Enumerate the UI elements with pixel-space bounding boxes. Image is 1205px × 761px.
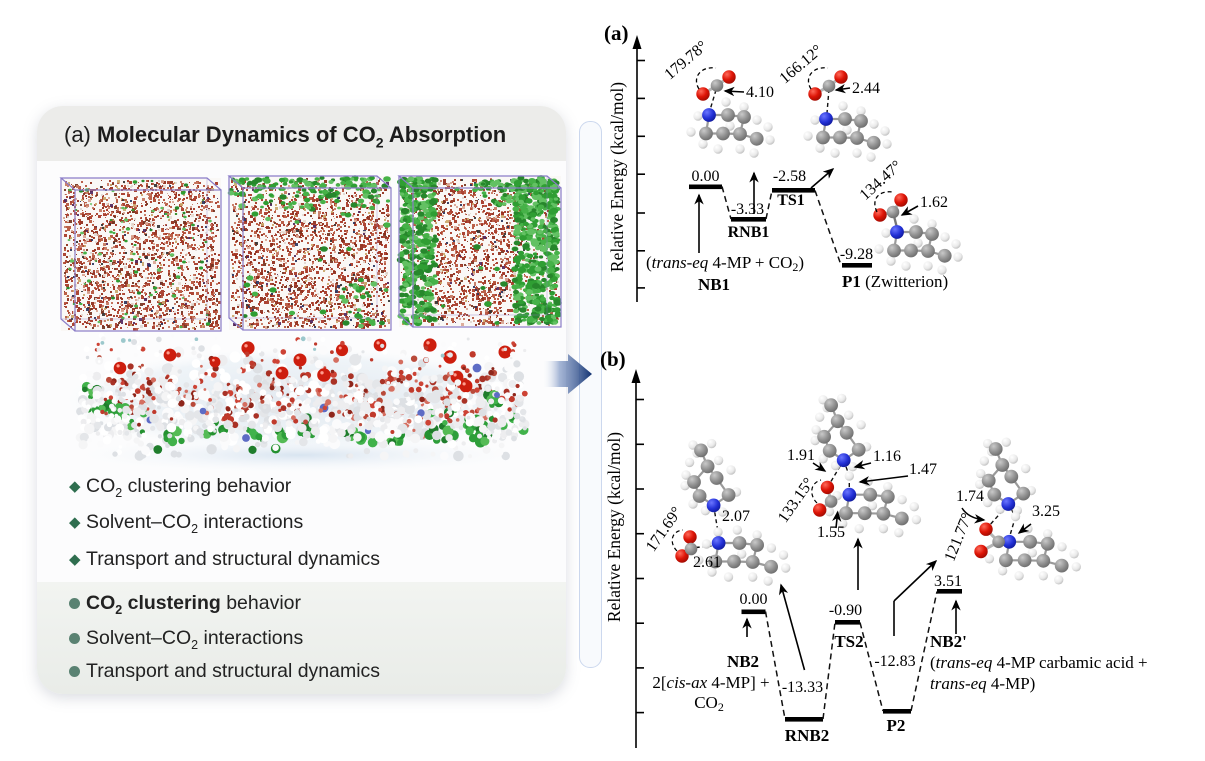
svg-text:trans-eq 4-MP): trans-eq 4-MP) <box>930 674 1035 693</box>
svg-text:Relative Energy (kcal/mol): Relative Energy (kcal/mol) <box>604 432 624 622</box>
svg-text:3.51: 3.51 <box>934 573 962 590</box>
svg-text:2.07: 2.07 <box>722 508 750 525</box>
svg-text:166.12°: 166.12° <box>776 42 826 87</box>
svg-text:P2: P2 <box>887 716 906 735</box>
svg-text:-0.90: -0.90 <box>829 602 862 619</box>
svg-text:1.55: 1.55 <box>817 524 845 541</box>
svg-text:RNB2: RNB2 <box>785 726 829 745</box>
svg-text:-12.83: -12.83 <box>874 653 915 670</box>
svg-text:-13.33: -13.33 <box>782 679 823 696</box>
svg-text:4.10: 4.10 <box>746 84 774 101</box>
svg-text:-9.28: -9.28 <box>840 246 873 263</box>
svg-text:0.00: 0.00 <box>740 591 768 608</box>
svg-text:3.25: 3.25 <box>1032 503 1060 520</box>
svg-text:0.00: 0.00 <box>692 168 720 185</box>
svg-text:179.78°: 179.78° <box>661 38 711 83</box>
svg-text:1.91: 1.91 <box>787 447 815 464</box>
svg-text:RNB1: RNB1 <box>728 224 770 241</box>
svg-text:Relative Energy (kcal/mol): Relative Energy (kcal/mol) <box>607 82 627 272</box>
svg-text:TS1: TS1 <box>777 192 805 209</box>
svg-text:2.44: 2.44 <box>852 80 880 97</box>
svg-text:2[cis-ax 4-MP] +: 2[cis-ax 4-MP] + <box>652 673 769 692</box>
svg-text:(b): (b) <box>600 347 626 371</box>
svg-text:-3.33: -3.33 <box>731 201 764 218</box>
svg-text:CO2: CO2 <box>694 693 724 714</box>
svg-text:NB2': NB2' <box>930 632 967 651</box>
svg-text:121.77°: 121.77° <box>942 511 977 564</box>
svg-text:133.15°: 133.15° <box>775 475 818 526</box>
svg-text:NB1: NB1 <box>698 275 730 294</box>
svg-text:P1 (Zwitterion): P1 (Zwitterion) <box>842 272 948 291</box>
svg-text:1.62: 1.62 <box>920 194 948 211</box>
svg-text:2.61: 2.61 <box>693 554 721 571</box>
svg-text:171.69°: 171.69° <box>643 504 686 555</box>
svg-text:NB2: NB2 <box>727 652 759 671</box>
svg-text:(trans-eq 4-MP carbamic acid +: (trans-eq 4-MP carbamic acid + <box>930 653 1148 672</box>
svg-text:-2.58: -2.58 <box>773 168 806 185</box>
svg-text:1.47: 1.47 <box>909 461 937 478</box>
svg-text:TS2: TS2 <box>834 632 863 651</box>
svg-text:(trans-eq 4-MP + CO2): (trans-eq 4-MP + CO2) <box>646 253 804 274</box>
svg-text:1.74: 1.74 <box>956 488 984 505</box>
svg-text:1.16: 1.16 <box>873 448 901 465</box>
svg-text:(a): (a) <box>604 21 629 45</box>
